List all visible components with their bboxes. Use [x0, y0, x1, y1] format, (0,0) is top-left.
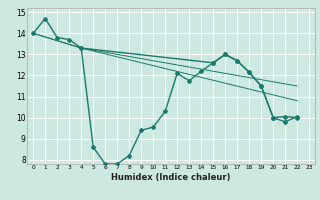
X-axis label: Humidex (Indice chaleur): Humidex (Indice chaleur)	[111, 173, 231, 182]
